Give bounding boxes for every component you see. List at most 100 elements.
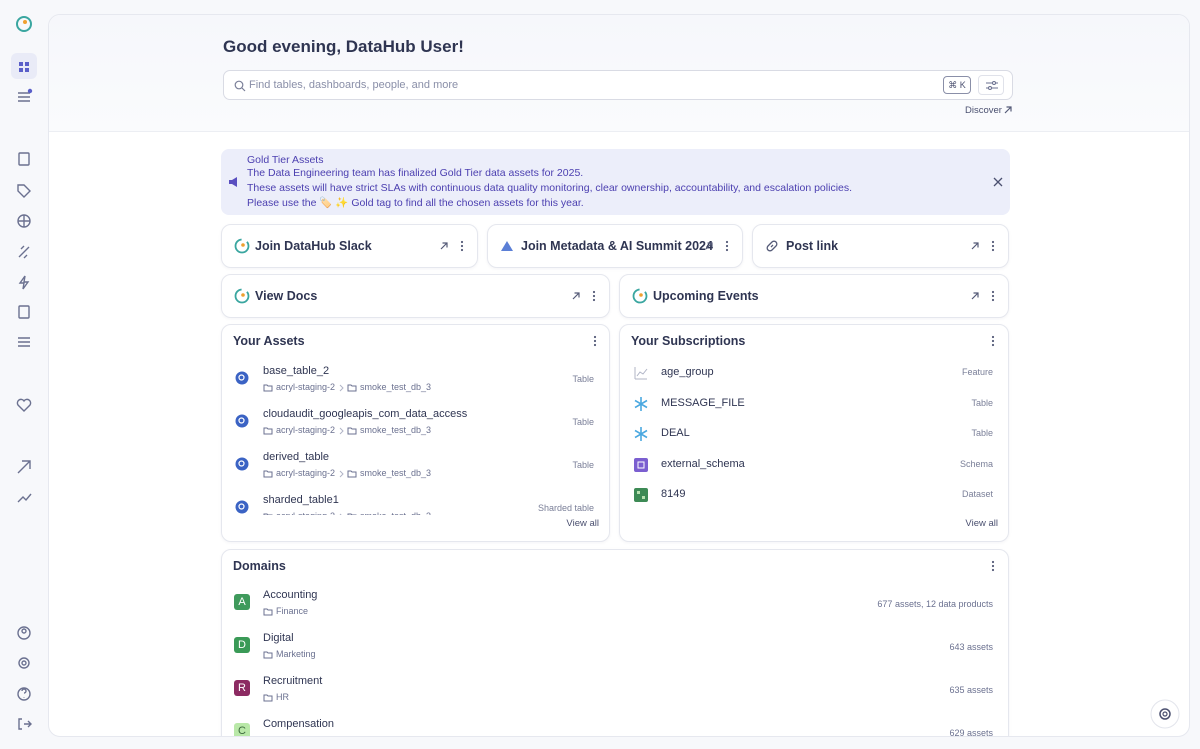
asset-list: base_table_2 acryl-staging-2 smoke_test_db… [222,363,609,515]
folder-icon [263,736,273,737]
link-label: View Docs [255,289,318,303]
open-link[interactable] [571,291,581,301]
more-menu[interactable] [990,240,996,252]
nav-icons[interactable] [16,92,32,730]
subscription-row[interactable]: MESSAGE_FILE Table [620,394,1008,424]
folder-icon [263,470,273,478]
logo-icon [234,288,250,304]
sidebar [11,16,37,730]
domain-row[interactable]: A Accounting Finance 677 assets, 12 data pr… [222,588,1008,631]
asset-row[interactable]: derived_table acryl-staging-2 smoke_test_d… [222,449,609,492]
link-label: Upcoming Events [653,289,759,303]
folder-icon [263,513,273,515]
nav-home[interactable] [19,62,29,72]
main-panel: Good evening, DataHub User! Find tables, … [48,14,1190,737]
card-title: Your Assets [233,334,305,348]
filter-button[interactable] [978,75,1004,95]
announcement-icon [229,177,237,187]
breadcrumb-sep [339,470,344,478]
logo [16,16,32,32]
bigquery-icon [235,457,249,471]
domain-row[interactable]: D Digital Marketing 643 assets [222,631,1008,674]
more-menu[interactable] [724,240,730,252]
asset-name: base_table_2 [263,365,330,377]
domain-name: Recruitment [263,675,323,687]
domain-avatar: R [234,680,250,696]
domain-avatar: D [234,637,250,653]
folder-icon [347,513,357,515]
link-card[interactable]: Upcoming Events [619,274,1009,318]
subscription-name: external_schema [661,457,745,470]
subscription-name: 8149 [661,488,686,501]
domain-parent: HR [276,735,289,736]
link-card[interactable]: Post link [752,224,1009,268]
announcement-title: Gold Tier Assets [247,154,324,166]
more-menu[interactable] [591,290,597,302]
breadcrumb-sep [339,513,342,515]
asset-name: derived_table [263,451,330,463]
domain-name: Compensation [263,718,334,730]
bigquery-icon [235,414,249,428]
link-card[interactable]: Join Metadata & AI Summit 2024 [487,224,743,268]
folder-icon [263,384,273,392]
asset-row[interactable]: cloudaudit_googleapis_com_data_access acr… [222,406,609,449]
domain-stats: 643 assets [949,642,993,652]
folder-icon [347,470,357,478]
discover-link[interactable]: Discover [965,105,1002,116]
subscription-row[interactable]: DEAL Table [620,424,1008,454]
announcement-line: Please use the 🏷️ ✨ Gold tag to find all… [247,197,584,210]
open-link[interactable] [970,291,980,301]
more-menu[interactable] [990,335,996,347]
folder-icon [347,427,357,435]
subscriptions-card: Your Subscriptions age_group Feature MESSAG… [619,324,1009,542]
view-all[interactable]: View all [965,518,998,529]
more-menu[interactable] [990,560,996,572]
logo-dot [23,20,27,24]
logo-icon [234,238,250,254]
link-card[interactable]: Join DataHub Slack [221,224,478,268]
close-button[interactable] [993,177,1003,187]
open-link[interactable] [1003,105,1013,115]
link-label: Join Metadata & AI Summit 2024 [521,239,713,253]
greeting: Good evening, DataHub User! [223,37,464,56]
subscription-type: Dataset [961,489,993,500]
open-link[interactable] [704,241,714,251]
more-menu[interactable] [990,290,996,302]
asset-path: acryl-staging-2 [276,511,335,515]
asset-path: smoke_test_db_3 [360,511,431,515]
settings-button[interactable] [1150,699,1180,729]
asset-path: smoke_test_db_3 [360,425,432,435]
subscription-type: Schema [959,458,993,469]
more-menu[interactable] [592,335,598,347]
subscription-row[interactable]: age_group Feature [620,363,1008,393]
more-menu[interactable] [459,240,465,252]
domain-stats: 629 assets [949,728,993,737]
open-link[interactable] [439,241,449,251]
asset-path: smoke_test_db_3 [360,382,432,392]
entity-icon [634,488,648,503]
announcement-line: The Data Engineering team has finalized … [247,167,584,179]
folder-icon [263,427,273,435]
asset-name: cloudaudit_googleapis_com_data_access [263,408,468,420]
nav-active-bg [11,53,37,79]
subscription-type: Table [971,397,993,408]
asset-type: Sharded table [537,503,594,513]
domain-row[interactable]: R Recruitment HR 635 assets [222,674,1008,717]
domain-stats: 677 assets, 12 data products [877,599,993,609]
folder-icon [263,608,273,616]
search-box[interactable]: Find tables, dashboards, people, and mor… [223,70,1013,100]
breadcrumb-sep [339,384,344,392]
subscription-row[interactable]: 8149 Dataset [620,485,1008,515]
asset-path: smoke_test_db_3 [360,468,432,478]
subscription-row[interactable]: external_schema Schema [620,455,1008,485]
asset-row[interactable]: sharded_table1 acryl-staging-2 smoke_test_… [222,492,609,515]
view-all[interactable]: View all [566,518,599,529]
asset-type: Table [572,374,594,384]
domain-parent: Marketing [276,649,316,659]
open-link[interactable] [970,241,980,251]
domain-row[interactable]: C Compensation HR 629 assets [222,717,1008,737]
asset-row[interactable]: base_table_2 acryl-staging-2 smoke_test_db… [222,363,609,406]
link-card[interactable]: View Docs [221,274,610,318]
entity-icon [634,457,648,472]
